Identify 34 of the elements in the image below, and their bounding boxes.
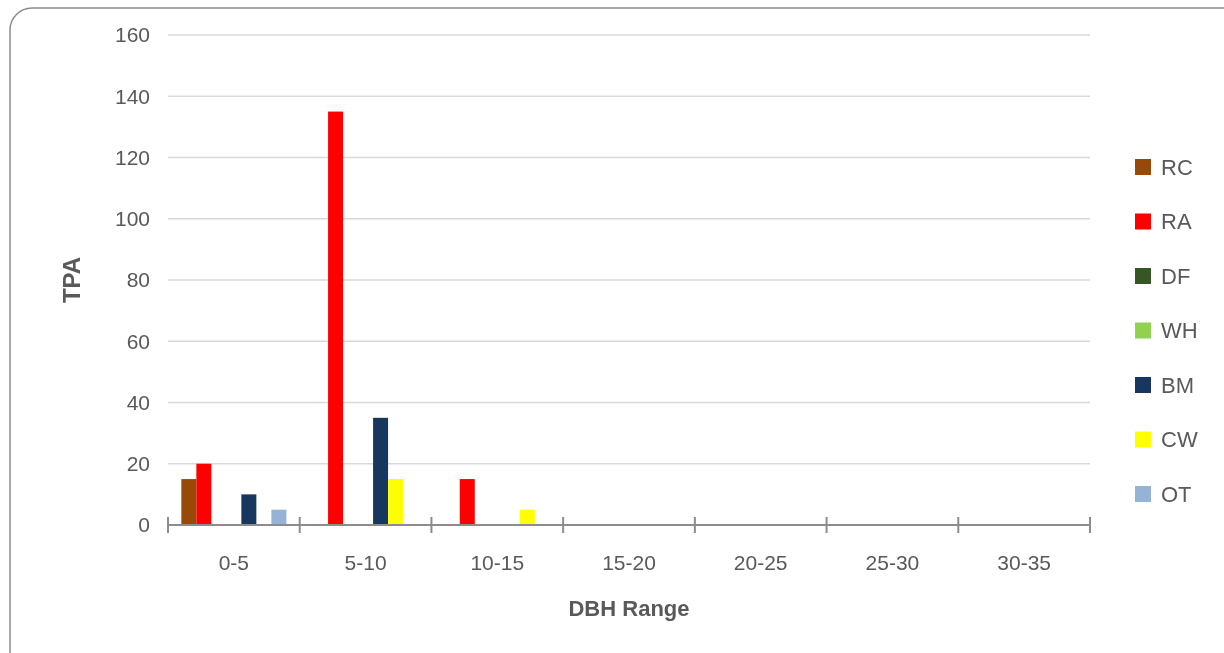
y-tick-label: 60 — [126, 329, 150, 353]
legend-label: RA — [1161, 209, 1192, 235]
x-tick-label: 5-10 — [344, 551, 387, 575]
x-tick-label: 0-5 — [218, 551, 250, 575]
bar — [459, 479, 475, 525]
y-tick-label: 100 — [114, 207, 150, 231]
bar — [271, 509, 287, 525]
bar — [388, 479, 404, 525]
bar — [328, 111, 344, 525]
x-axis-title: DBH Range — [568, 595, 690, 621]
x-tick-label: 15-20 — [602, 551, 656, 575]
legend-label: DF — [1161, 263, 1191, 289]
y-tick-label: 40 — [126, 390, 150, 414]
x-tick-label: 30-35 — [997, 551, 1051, 575]
bar — [241, 494, 257, 525]
legend-label: BM — [1161, 372, 1194, 398]
y-tick-label: 140 — [114, 84, 150, 108]
y-tick-label: 120 — [114, 145, 150, 169]
y-axis-title: TPA — [58, 256, 86, 304]
bar — [373, 417, 389, 525]
y-tick-label: 160 — [114, 23, 150, 47]
legend-label: CW — [1161, 427, 1198, 453]
x-tick-label: 20-25 — [733, 551, 788, 575]
bar — [519, 509, 535, 525]
y-tick-label: 0 — [138, 513, 150, 537]
legend-label: WH — [1161, 318, 1198, 344]
bar — [196, 463, 212, 525]
x-tick-label: 25-30 — [865, 551, 920, 575]
y-tick-label: 20 — [126, 452, 150, 476]
legend-label: RC — [1161, 154, 1193, 180]
x-tick-label: 10-15 — [470, 551, 525, 575]
legend-label: OT — [1161, 481, 1192, 507]
y-tick-label: 80 — [126, 268, 150, 292]
bar — [181, 479, 197, 525]
